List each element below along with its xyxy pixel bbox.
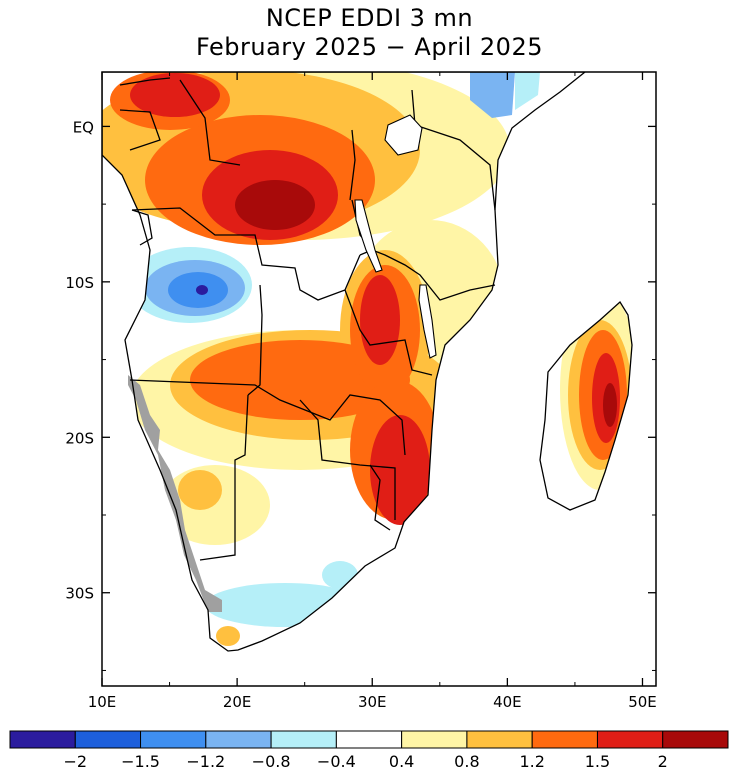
colorbar-swatch — [270, 730, 337, 749]
anom-gabon-red — [130, 73, 220, 117]
map-title-line1: NCEP EDDI 3 mn — [265, 4, 474, 32]
anom-zambia-red — [360, 275, 400, 365]
lon-tick-label: 30E — [358, 693, 387, 711]
lat-tick-label: 20S — [65, 429, 94, 447]
colorbar-swatch — [662, 730, 729, 749]
colorbar-swatch — [74, 730, 142, 749]
colorbar-swatch — [205, 730, 272, 749]
latitude-axis: EQ 10S 20S 30S — [65, 118, 656, 671]
lat-tick-label: 30S — [65, 585, 94, 603]
colorbar-label: 1.2 — [519, 752, 544, 771]
lat-tick-label: 10S — [65, 274, 94, 292]
colorbar-label: 0.4 — [389, 752, 414, 771]
plot-frame — [101, 71, 657, 687]
country-borders — [119, 77, 496, 561]
anom-namibia-orange — [178, 470, 222, 510]
anom-cape-orange — [216, 626, 240, 646]
lon-tick-label: 20E — [223, 693, 252, 711]
colorbar-label: −0.4 — [317, 752, 356, 771]
colorbar-label: 1.5 — [585, 752, 610, 771]
colorbar-label: −2 — [63, 752, 87, 771]
colorbar-label: −1.5 — [121, 752, 160, 771]
anom-congo-darkred — [235, 180, 315, 230]
lake-malawi — [418, 284, 437, 359]
lon-tick-label: 50E — [628, 693, 657, 711]
lat-tick-label: EQ — [73, 118, 94, 136]
map-title-line2: February 2025 − April 2025 — [196, 33, 543, 61]
lake-victoria — [384, 114, 423, 156]
lake-tanganyika — [354, 199, 383, 273]
anom-angola-darkblue — [196, 285, 208, 295]
colorbar-label: −0.8 — [252, 752, 291, 771]
anom-moz-red — [370, 415, 430, 525]
colorbar-swatch — [9, 730, 76, 749]
no-data-region — [128, 375, 222, 612]
anom-ne-blue — [470, 72, 515, 118]
colorbar-label: 2 — [658, 752, 668, 771]
map-plot-area — [102, 72, 656, 686]
colorbar-swatch — [335, 730, 403, 749]
colorbar-swatch — [531, 730, 598, 749]
longitude-axis: 10E 20E 30E 40E 50E — [88, 72, 657, 711]
colorbar-swatch — [401, 730, 468, 749]
colorbar-label: −1.2 — [186, 752, 225, 771]
lon-tick-label: 40E — [493, 693, 522, 711]
lakes — [354, 114, 437, 359]
colorbar-swatch — [466, 730, 533, 749]
anom-madagascar-darkred — [603, 383, 617, 427]
colorbar-swatch — [596, 730, 664, 749]
colorbar: −2 −1.5 −1.2 −0.8 −0.4 0.4 0.8 1.2 1.5 2 — [9, 730, 729, 771]
colorbar-label: 0.8 — [454, 752, 479, 771]
colorbar-swatch — [140, 730, 207, 749]
lon-tick-label: 10E — [88, 693, 117, 711]
anom-ne-lightblue — [515, 72, 540, 110]
